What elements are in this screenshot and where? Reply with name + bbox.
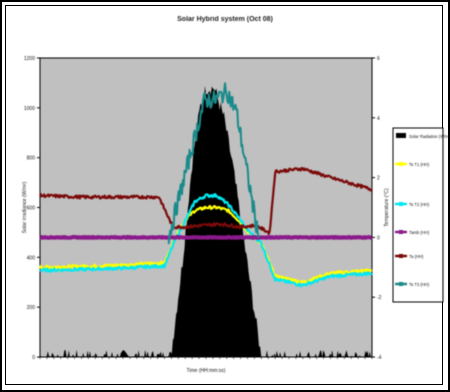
legend-marker	[399, 254, 403, 258]
chart-title: Solar Hybrid system (Oct 08)	[177, 16, 273, 23]
y-axis-title: Solar irradiance (W/m²)	[22, 181, 28, 233]
legend-marker	[399, 282, 403, 286]
legend-label: Ts T1 (HH)	[409, 162, 430, 167]
y2-axis-title: Temperature (°C)	[384, 188, 390, 227]
y-tick-label: 1000	[24, 106, 35, 112]
legend-marker	[399, 230, 403, 234]
legend-swatch	[396, 133, 406, 138]
legend-label: Ts T3 (HH)	[409, 282, 430, 287]
series-ta-hh	[38, 166, 373, 235]
y-tick-label: 600	[27, 206, 36, 212]
y2-tick-label: 2	[377, 176, 380, 182]
legend-label: Ta (HH)	[409, 254, 424, 259]
series-tamb-hh	[38, 235, 374, 240]
y-tick-label: 800	[27, 156, 36, 162]
series-ts-t1-hh	[38, 205, 373, 284]
y2-tick-label: -4	[377, 355, 382, 361]
legend-box	[392, 127, 444, 303]
legend-label: Ts T2 (HH)	[409, 202, 430, 207]
x-axis-title: Time (HH:mm:ss)	[187, 368, 226, 374]
y2-tick-label: 0	[377, 235, 380, 241]
plot-layer	[38, 57, 374, 358]
axis-layer: 1200 1000 800 600 400 200 0 6 4 2 0 -2 -4 Time (HH:mm…	[22, 56, 390, 374]
y2-tick-label: 6	[377, 56, 380, 62]
legend-label: Solar Radiation (W/m2)	[409, 134, 450, 139]
y2-tick-label: -2	[377, 295, 382, 301]
series-ts-t2-hh	[39, 193, 373, 288]
series-ts-t3-hh	[167, 82, 260, 245]
legend-label: Tamb (HH)	[409, 230, 430, 235]
y2-tick-label: 4	[377, 116, 380, 122]
y-tick-label: 0	[32, 355, 35, 361]
legend-marker	[399, 202, 403, 206]
y-tick-label: 200	[27, 305, 36, 311]
legend-marker	[399, 162, 403, 166]
y-tick-label: 400	[27, 255, 36, 261]
y-tick-label: 1200	[24, 56, 35, 62]
series-solar-radiation-w-m2	[40, 85, 372, 357]
legend: Solar Radiation (W/m2) Ts T1 (HH) Ts T2 (H…	[392, 127, 450, 303]
